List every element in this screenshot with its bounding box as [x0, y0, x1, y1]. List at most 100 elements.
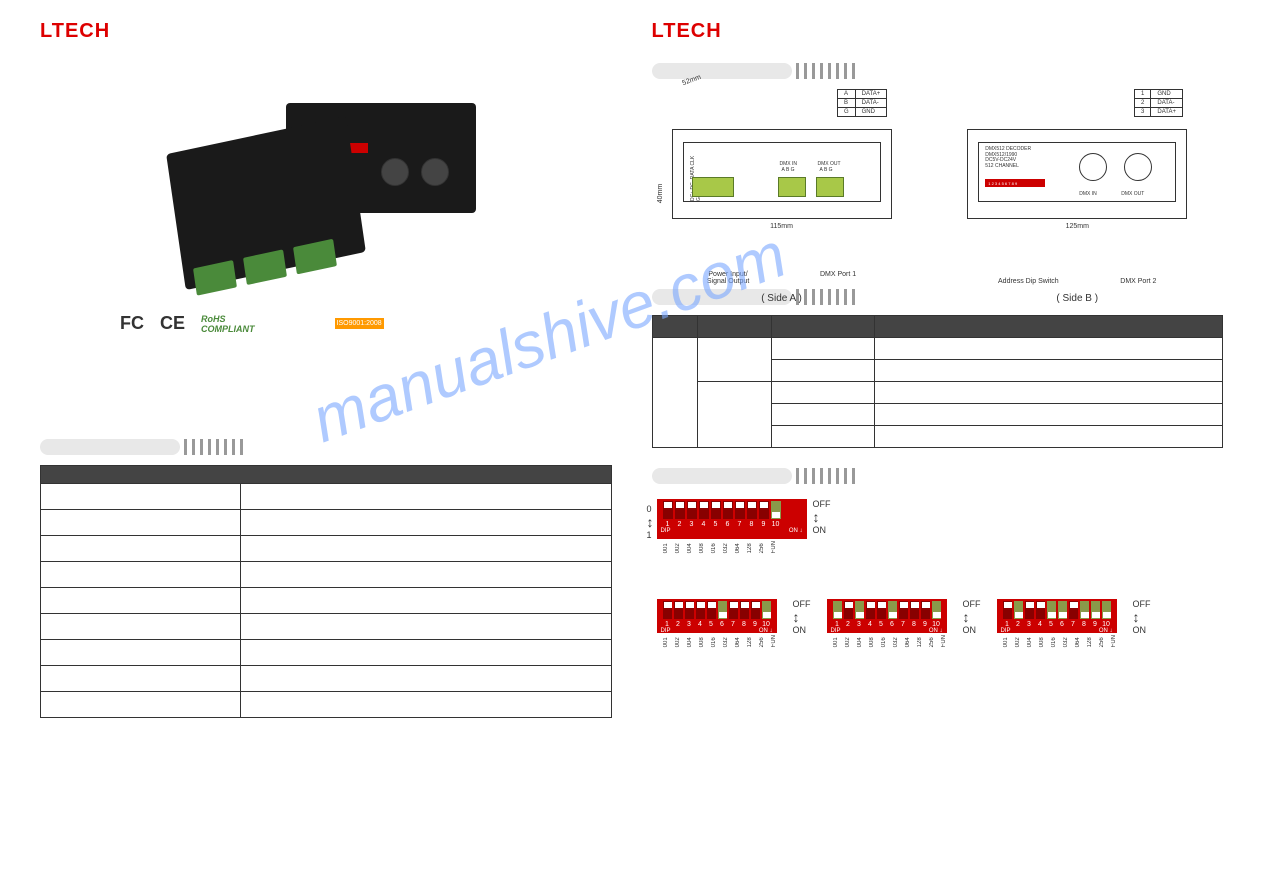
spec-cell: [240, 536, 611, 562]
pin-cell: GND: [1151, 90, 1183, 99]
dip-body: 12345678910 DIPON ↓: [657, 599, 777, 633]
brand-logo: LTECH: [652, 20, 1224, 43]
dip-label: DIP: [831, 628, 841, 634]
device-outline: DMX512 DECODERDMX512/1990DC5V-DC24V512 C…: [967, 129, 1187, 219]
brand-logo: LTECH: [40, 20, 612, 43]
strip-nums: 1 2 3 4 5 6 7 8 9: [988, 181, 1017, 186]
pin-table-a: ADATA+ BDATA- GGND: [837, 89, 887, 117]
port-cell: [698, 338, 772, 382]
port-cell: [772, 338, 875, 360]
cert-fc-icon: FC: [120, 313, 144, 334]
spec-cell: [240, 614, 611, 640]
port-cell: [874, 338, 1222, 360]
side-label: ( Side A ): [672, 293, 892, 304]
pin-cell: G: [837, 108, 855, 117]
arrow-icon: ↕: [813, 509, 831, 525]
spec-table: [40, 465, 612, 718]
pin-cell: B: [837, 99, 855, 108]
sub-label: A B G: [820, 167, 833, 173]
spec-cell: [41, 666, 241, 692]
spec-cell: [41, 692, 241, 718]
dip-label: ON ↓: [929, 628, 943, 634]
dip-nums: 12345678910: [657, 621, 777, 628]
product-photo: [166, 83, 486, 293]
pin-cell: DATA-: [855, 99, 887, 108]
spec-cell: [240, 484, 611, 510]
dip-switches: [657, 499, 807, 521]
dip-switches: [827, 599, 947, 621]
arrow-icon: ↕: [647, 514, 654, 530]
diagram-labels: Address Dip Switch DMX Port 2 ( Side B ): [967, 278, 1187, 304]
pin-cell: 1: [1135, 90, 1151, 99]
cert-row: FC CE RoHSCOMPLIANT ISO9001:2008: [40, 313, 612, 334]
spec-cell: [41, 614, 241, 640]
port-table: [652, 315, 1224, 448]
dip-values: 001002004008016032064128256FUN: [827, 635, 957, 647]
section-pill-icon: [40, 439, 180, 455]
port-header-cell: [874, 316, 1222, 338]
spec-cell: [240, 640, 611, 666]
pin-cell: DATA+: [1151, 108, 1183, 117]
spec-cell: [240, 510, 611, 536]
diagram-side-a: ADATA+ BDATA- GGND 52mm 40mm DC+ DC- DAT…: [652, 89, 928, 269]
spec-cell: [41, 536, 241, 562]
pin-cell: GND: [855, 108, 887, 117]
spec-table-header: [41, 466, 612, 484]
dip-example-3: OFF↕ON 12345678910 DIPON ↓ 0010020040080…: [997, 599, 1127, 647]
dim-label: 125mm: [1066, 223, 1089, 230]
spec-cell: [41, 484, 241, 510]
cert-iso-icon: ISO9001:2008: [335, 318, 384, 329]
port-cell: [874, 360, 1222, 382]
dip-switches: [657, 599, 777, 621]
dip-label: DIP: [661, 628, 671, 634]
arrow-icon: ↕: [793, 609, 811, 625]
spec-cell: [240, 692, 611, 718]
dip-label: ON ↓: [789, 528, 803, 534]
dip-examples: OFF↕ON 12345678910 DIPON ↓ 0010020040080…: [652, 594, 1224, 677]
port-cell: [652, 338, 698, 448]
dip-label: DIP: [1001, 628, 1011, 634]
spec-cell: [240, 562, 611, 588]
cert-ce-icon: CE: [160, 313, 185, 334]
port-cell: [698, 382, 772, 448]
section-dots-icon: [796, 468, 856, 484]
port-cell: [874, 382, 1222, 404]
spec-cell: [41, 640, 241, 666]
dip-nums: 12345678910: [657, 521, 807, 528]
terminal-icon: [692, 177, 734, 197]
dip-side-right: OFF↕ON: [1133, 599, 1151, 635]
left-column: LTECH FC CE RoHSCOMPLIANT ISO9001:2008: [40, 20, 612, 718]
pin-cell: 3: [1135, 108, 1151, 117]
section-pill-icon: [652, 63, 792, 79]
port-cell: [772, 382, 875, 404]
device-face: DC+ DC- DATA CLK GND DMX IN A B G DMX OU…: [683, 142, 881, 202]
terminal-icon: [243, 249, 287, 285]
port-cell: [772, 360, 875, 382]
dip-side-left: 0 ↕ 1: [647, 504, 654, 540]
dip-main: 0 ↕ 1 OFF ↕ ON 12345678910 DIPON ↓ 00100…: [657, 499, 807, 553]
dip-example-1: OFF↕ON 12345678910 DIPON ↓ 0010020040080…: [657, 599, 787, 647]
section-bar: [40, 439, 612, 455]
section-dots-icon: [796, 63, 856, 79]
device-outline: 40mm DC+ DC- DATA CLK GND DMX IN A B G D…: [672, 129, 892, 219]
section-bar: [652, 468, 1224, 484]
terminal-icon: [293, 239, 337, 275]
xlr-port-icon: [1124, 153, 1152, 181]
device-front: [166, 116, 366, 290]
pin-cell: DATA+: [855, 90, 887, 99]
pin-cell: 2: [1135, 99, 1151, 108]
spec-cell: [240, 588, 611, 614]
cert-rohs-icon: RoHSCOMPLIANT: [201, 314, 255, 334]
dip-values: 001002004008016032064128256FUN: [657, 635, 787, 647]
port-header-cell: [698, 316, 772, 338]
pin-cell: DATA-: [1151, 99, 1183, 108]
dip-side-right: OFF ↕ ON: [813, 499, 831, 535]
dip-side-right: OFF↕ON: [963, 599, 981, 635]
xlr-port-icon: [381, 158, 409, 186]
diagram-side-b: 1GND 2DATA- 3DATA+ DMX512 DECODERDMX512/…: [947, 89, 1223, 269]
arrow-icon: ↕: [1133, 609, 1151, 625]
dip-body: 12345678910 DIPON ↓: [657, 499, 807, 539]
sub-label: A B G: [782, 167, 795, 173]
dim-label: 40mm: [657, 184, 664, 203]
side-label: ( Side B ): [967, 293, 1187, 304]
